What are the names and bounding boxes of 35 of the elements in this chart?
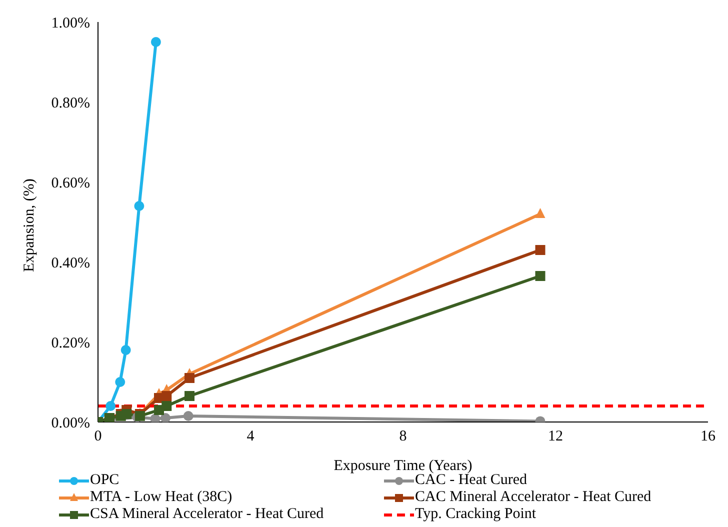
y-axis-title: Expansion, (%) (21, 178, 38, 272)
point (535, 271, 546, 281)
y-tick-label: 0.80% (51, 95, 90, 112)
x-tick-label: 12 (548, 428, 563, 445)
x-tick-label: 8 (399, 428, 407, 445)
x-tick-label: 16 (700, 428, 716, 445)
y-tick-label: 0.60% (51, 175, 90, 192)
legend-label: OPC (90, 472, 120, 489)
point (115, 377, 126, 387)
point (535, 245, 546, 255)
x-tick-label: 0 (94, 428, 102, 445)
point (150, 37, 161, 47)
y-tick-label: 1.00% (51, 15, 90, 32)
point (183, 411, 194, 421)
legend-label: MTA - Low Heat (38C) (90, 489, 232, 506)
point (162, 401, 172, 411)
point (120, 345, 131, 355)
point (184, 373, 194, 383)
legend-label: CSA Mineral Accelerator - Heat Cured (90, 506, 324, 523)
point (122, 409, 132, 419)
point (134, 201, 144, 211)
point (535, 208, 546, 218)
legend-label: CAC - Heat Cured (415, 472, 528, 489)
y-tick-label: 0.40% (51, 255, 90, 272)
legend-label: CAC Mineral Accelerator - Heat Cured (415, 489, 652, 506)
point (150, 414, 160, 422)
legend-label: Typ. Cracking Point (415, 506, 536, 523)
point (160, 413, 170, 422)
y-tick-label: 0.00% (51, 415, 90, 432)
point (184, 391, 194, 401)
point (106, 401, 116, 411)
x-tick-label: 4 (246, 428, 255, 445)
point (162, 391, 172, 401)
y-tick-label: 0.20% (51, 335, 90, 352)
x-axis-title: Exposure Time (Years) (334, 458, 472, 474)
